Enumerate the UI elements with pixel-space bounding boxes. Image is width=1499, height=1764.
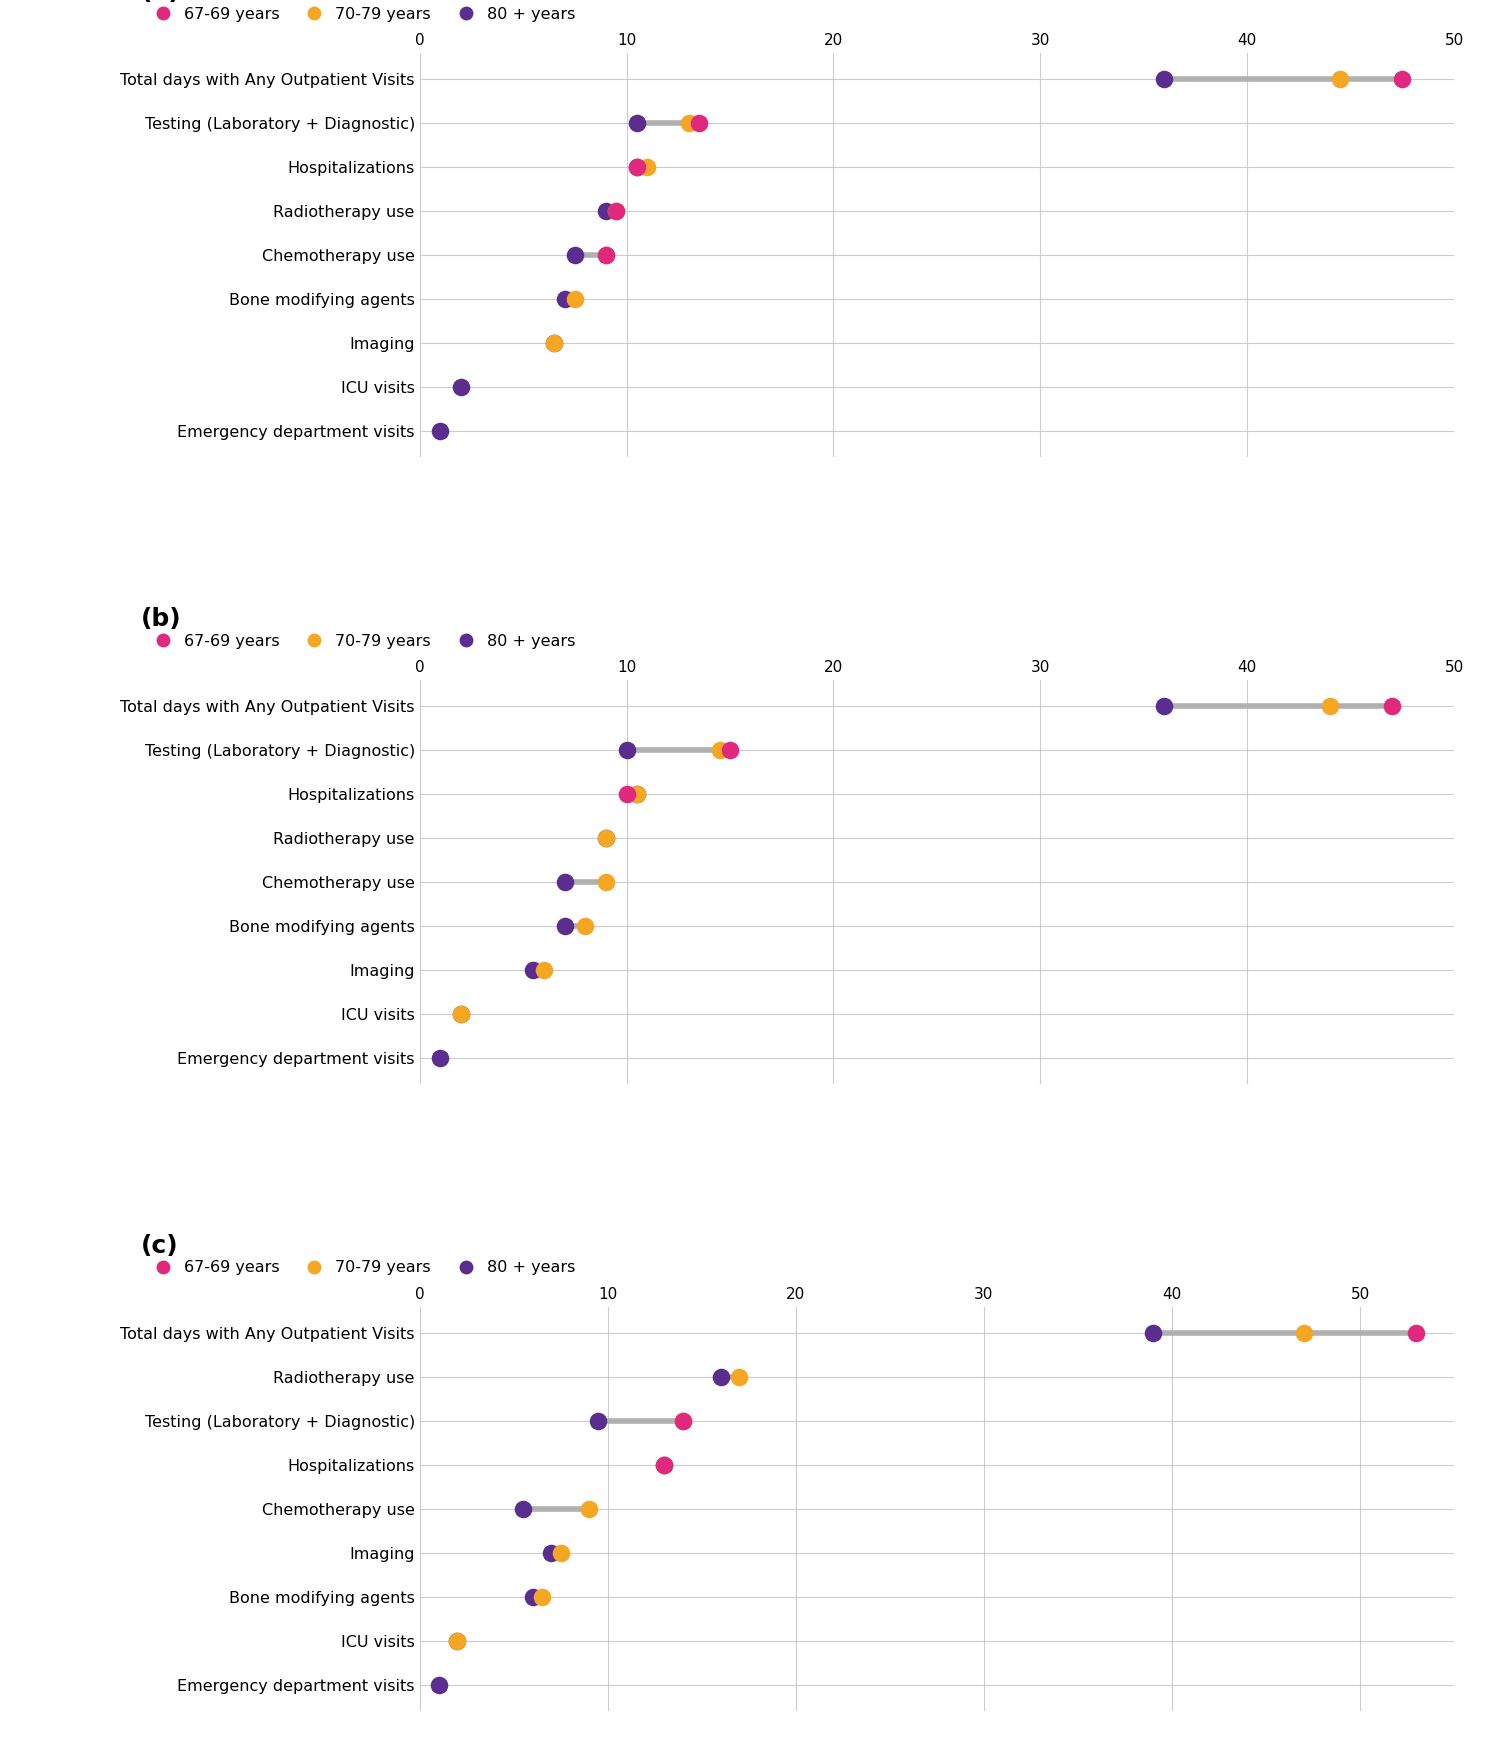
Point [676,109,700,138]
Point [540,1538,564,1566]
Point [594,824,618,852]
Point [615,780,639,808]
Point [687,109,711,138]
Point [564,286,588,314]
Point [636,153,660,182]
Point [594,198,618,226]
Text: (a): (a) [141,0,180,4]
Legend: 67-69 years, 70-79 years, 80 + years: 67-69 years, 70-79 years, 80 + years [141,0,582,28]
Point [450,372,474,400]
Point [427,1671,451,1699]
Point [1153,65,1177,93]
Point [577,1494,601,1522]
Point [429,1044,453,1073]
Point [450,1000,474,1028]
Point [1381,691,1405,720]
Text: (b): (b) [141,607,181,632]
Point [549,1538,573,1566]
Point [1141,1319,1165,1348]
Point [445,1626,469,1655]
Point [604,198,628,226]
Point [522,956,546,984]
Point [445,1626,469,1655]
Legend: 67-69 years, 70-79 years, 80 + years: 67-69 years, 70-79 years, 80 + years [141,1254,582,1282]
Point [625,780,649,808]
Point [586,1408,610,1436]
Point [553,912,577,940]
Point [625,153,649,182]
Point [564,242,588,270]
Point [429,416,453,445]
Point [652,1450,676,1478]
Point [625,153,649,182]
Point [594,242,618,270]
Point [1390,65,1414,93]
Text: (c): (c) [141,1233,178,1258]
Point [573,912,597,940]
Point [594,824,618,852]
Point [594,242,618,270]
Point [1328,65,1352,93]
Point [532,956,556,984]
Point [615,736,639,764]
Point [511,1494,535,1522]
Point [1405,1319,1429,1348]
Point [672,1408,696,1436]
Point [652,1450,676,1478]
Point [625,109,649,138]
Point [1318,691,1342,720]
Point [709,1364,733,1392]
Point [450,1000,474,1028]
Point [543,328,567,356]
Point [727,1364,751,1392]
Point [520,1582,544,1611]
Point [1292,1319,1316,1348]
Point [604,198,628,226]
Point [718,736,742,764]
Point [531,1582,555,1611]
Point [672,1408,696,1436]
Point [553,868,577,896]
Point [652,1450,676,1478]
Point [1153,691,1177,720]
Point [625,780,649,808]
Point [543,328,567,356]
Point [553,286,577,314]
Point [594,868,618,896]
Point [708,736,732,764]
Legend: 67-69 years, 70-79 years, 80 + years: 67-69 years, 70-79 years, 80 + years [141,628,582,654]
